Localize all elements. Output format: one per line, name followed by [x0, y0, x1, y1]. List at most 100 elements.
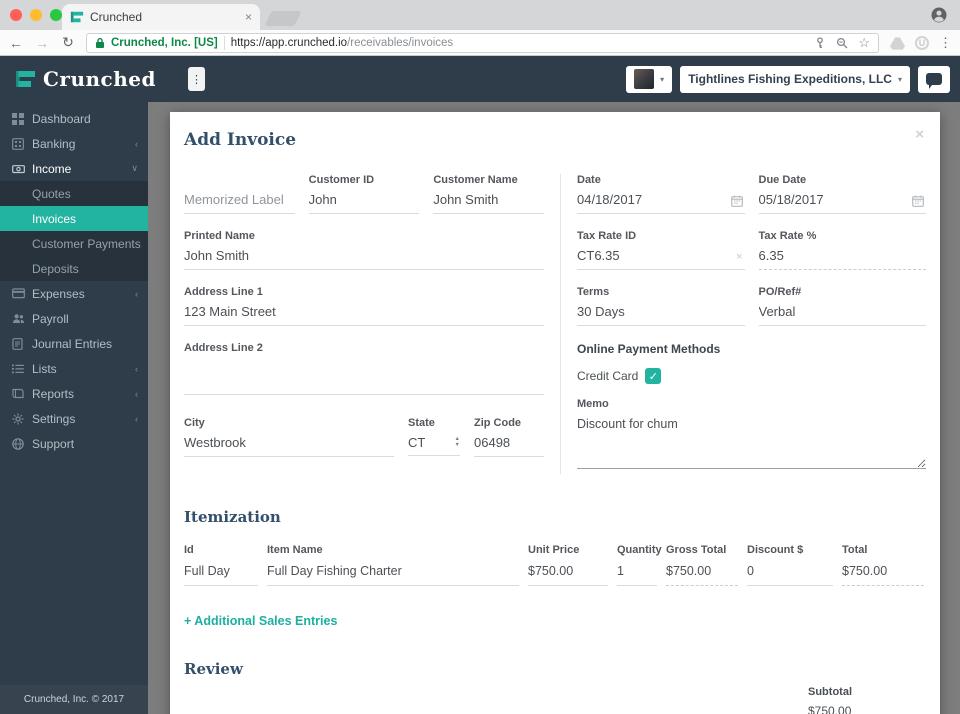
gear-icon	[12, 413, 32, 425]
subtotal-label: Subtotal	[808, 686, 852, 698]
extension-u-icon[interactable]: U	[915, 35, 929, 50]
sidebar-item-banking[interactable]: Banking ‹	[0, 131, 148, 156]
state-label: State	[408, 417, 435, 429]
printed-name-input[interactable]	[184, 247, 544, 270]
chat-button[interactable]	[918, 65, 950, 93]
col-header-quantity: Quantity	[617, 544, 662, 556]
sidebar-item-settings[interactable]: Settings ‹	[0, 406, 148, 431]
date-input[interactable]	[577, 191, 745, 214]
item-discount-input[interactable]: 0	[747, 564, 833, 586]
additional-sales-entries-link[interactable]: + Additional Sales Entries	[184, 614, 338, 628]
sidebar-item-customer-payments[interactable]: Customer Payments	[0, 231, 148, 256]
sidebar-item-expenses[interactable]: Expenses ‹	[0, 281, 148, 306]
stepper-icon: ▲ ▼	[454, 435, 460, 448]
bookmark-star-icon[interactable]: ☆	[858, 34, 870, 50]
col-header-total: Total	[842, 544, 868, 556]
browser-tab[interactable]: Crunched ×	[62, 4, 260, 30]
item-id-input[interactable]: Full Day	[184, 564, 258, 586]
sidebar-item-quotes[interactable]: Quotes	[0, 181, 148, 206]
clear-icon[interactable]: ×	[736, 251, 743, 263]
address-line2-input[interactable]	[184, 359, 544, 395]
globe-icon	[12, 437, 32, 450]
tab-close-icon[interactable]: ×	[244, 10, 252, 24]
chevron-down-icon: ∨	[131, 163, 138, 173]
calendar-icon[interactable]	[912, 195, 924, 207]
terms-input[interactable]	[577, 303, 745, 326]
sidebar-item-support[interactable]: Support	[0, 431, 148, 456]
memo-textarea[interactable]: Discount for chum	[577, 417, 926, 469]
tax-rate-id-label: Tax Rate ID	[577, 230, 637, 242]
zoom-page-icon[interactable]	[836, 37, 848, 49]
due-date-input[interactable]	[758, 191, 926, 214]
users-icon	[12, 313, 32, 324]
sidebar-item-reports[interactable]: Reports ‹	[0, 381, 148, 406]
add-invoice-modal: Add Invoice × Customer ID Customer	[170, 112, 940, 714]
money-icon	[12, 163, 32, 175]
calendar-icon[interactable]	[730, 195, 743, 207]
chevron-down-icon: ▾	[897, 74, 902, 84]
customer-id-input[interactable]	[308, 191, 420, 214]
minimize-window-button[interactable]	[30, 9, 42, 21]
col-header-discount: Discount $	[747, 544, 804, 556]
sidebar-item-dashboard[interactable]: Dashboard	[0, 106, 148, 131]
tax-rate-id-input[interactable]	[577, 247, 745, 270]
tax-rate-pct-label: Tax Rate %	[758, 230, 817, 242]
sidebar-item-journal-entries[interactable]: Journal Entries	[0, 331, 148, 356]
forward-icon[interactable]: →	[35, 34, 49, 51]
col-header-item-name: Item Name	[267, 544, 323, 556]
password-key-icon[interactable]	[814, 36, 826, 49]
logo-text: Crunched	[43, 67, 156, 91]
zoom-window-button[interactable]	[50, 9, 62, 21]
omnibox-divider	[223, 35, 225, 50]
address-line2-label: Address Line 2	[184, 342, 263, 354]
sidebar-item-invoices[interactable]: Invoices	[0, 206, 148, 231]
state-select[interactable]: CT ▲ ▼	[408, 434, 460, 456]
itemization-row: Full Day Full Day Fishing Charter $750.0…	[184, 564, 926, 586]
item-unit-price-input[interactable]: $750.00	[528, 564, 608, 586]
item-name-input[interactable]: Full Day Fishing Charter	[267, 564, 519, 586]
reload-icon[interactable]: ↻	[62, 34, 74, 50]
dimmed-overlay: Add Invoice × Customer ID Customer	[148, 102, 960, 714]
extension-drive-icon[interactable]	[889, 35, 905, 51]
due-date-label: Due Date	[758, 174, 807, 186]
address-bar[interactable]: Crunched, Inc. [US] https://app.crunched…	[86, 32, 879, 53]
sidebar-item-lists[interactable]: Lists ‹	[0, 356, 148, 381]
favicon-crunched-icon	[70, 10, 84, 24]
sidebar-item-deposits[interactable]: Deposits	[0, 256, 148, 281]
new-tab-button[interactable]	[264, 11, 302, 26]
city-label: City	[184, 417, 205, 429]
chevron-left-icon: ‹	[135, 288, 138, 299]
modal-title: Add Invoice	[184, 130, 297, 150]
memorized-label-input[interactable]	[184, 191, 295, 214]
browser-toolbar: ← → ↻ Crunched, Inc. [US] https://app.cr…	[0, 30, 960, 56]
item-quantity-input[interactable]: 1	[617, 564, 657, 586]
browser-menu-icon[interactable]: ⋮	[939, 34, 952, 50]
ev-certificate-badge[interactable]: Crunched, Inc. [US]	[111, 36, 218, 49]
close-icon[interactable]: ×	[915, 126, 924, 143]
crunched-logo[interactable]: Crunched	[16, 67, 156, 91]
review-title: Review	[184, 660, 243, 678]
browser-tab-bar: Crunched ×	[0, 0, 960, 30]
sidebar-item-payroll[interactable]: Payroll	[0, 306, 148, 331]
sidebar-toggle-button[interactable]: ⋮	[187, 67, 205, 91]
customer-name-label: Customer Name	[433, 174, 518, 186]
address-line1-input[interactable]	[184, 303, 544, 326]
credit-card-label: Credit Card	[577, 369, 639, 383]
credit-card-checkbox[interactable]: ✓	[645, 368, 662, 384]
col-header-id: Id	[184, 544, 194, 556]
browser-profile-icon[interactable]	[930, 6, 948, 24]
sidebar-item-income[interactable]: Income ∨	[0, 156, 148, 181]
subtotal-value: $750.00	[808, 698, 916, 714]
city-input[interactable]	[184, 434, 394, 457]
terms-label: Terms	[577, 286, 610, 298]
close-window-button[interactable]	[10, 9, 22, 21]
po-ref-input[interactable]	[758, 303, 926, 326]
zip-code-input[interactable]	[474, 434, 544, 457]
chevron-down-icon: ▾	[660, 74, 665, 84]
lock-icon	[95, 37, 105, 49]
company-selector-button[interactable]: Tightlines Fishing Expeditions, LLC ▾	[680, 65, 910, 93]
customer-name-input[interactable]	[433, 191, 545, 214]
user-menu-button[interactable]: ▾	[626, 65, 673, 93]
tab-title: Crunched	[90, 10, 143, 24]
back-icon[interactable]: ←	[9, 34, 23, 51]
